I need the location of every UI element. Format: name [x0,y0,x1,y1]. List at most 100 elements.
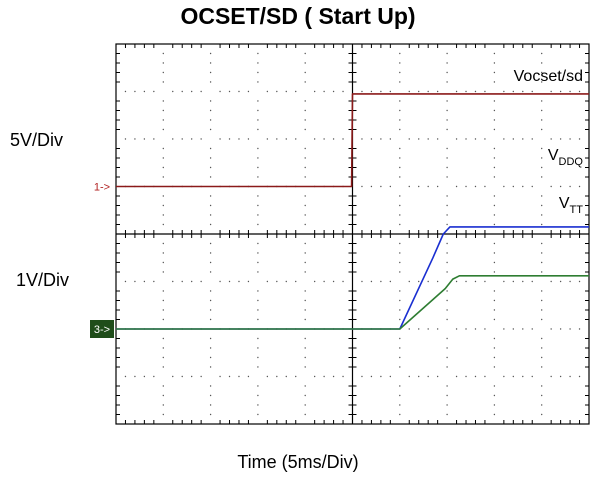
grid-dot [512,280,515,283]
grid-dot [247,138,250,140]
grid-dot [408,375,410,378]
grid-dot [493,157,496,159]
grid-dot [134,280,136,283]
grid-dot [484,90,486,93]
trace-labels: Vocset/sd VDDQ VTT [514,68,584,216]
grid-dot [304,109,306,112]
grid-dot [162,157,164,159]
grid-dot [257,223,259,226]
grid-dot [446,271,448,273]
grid-dot [162,71,164,74]
grid-dot [219,90,221,93]
grid-dot [162,404,164,406]
grid-dot [399,309,401,311]
grid-dot [578,375,581,378]
grid-dot [522,138,524,140]
grid-dot [399,252,401,254]
grid-dot [257,157,259,159]
grid-dot [503,375,505,378]
grid-dot [541,81,543,83]
grid-dot [493,261,496,264]
grid-dot [446,147,448,150]
grid-dot [134,375,136,378]
grid-dot [304,242,306,245]
grid-dot [541,195,543,197]
grid-dot [493,109,496,112]
grid-dot [512,328,515,330]
grid-dot [257,242,259,245]
grid-dot [399,214,401,216]
grid-dot [162,385,164,387]
grid-dot [446,385,448,387]
grid-dot [493,385,496,387]
grid-dot [389,90,392,93]
grid-dot [484,328,486,330]
grid-dot [209,261,212,264]
grid-dot [313,280,316,283]
grid-dot [446,413,448,416]
grid-dot [418,375,420,378]
grid-dot [257,128,259,131]
grid-dot [209,366,212,368]
grid-dot [541,157,543,159]
grid-dot [446,71,448,74]
grid-dot [162,62,164,64]
grid-dot [304,385,306,387]
grid-dot [209,204,212,207]
grid-dot [209,52,212,55]
grid-dot [512,375,515,378]
grid-dot [541,385,543,387]
grid-dot [541,271,543,273]
grid-dot [389,185,392,188]
grid-dot [455,328,458,330]
grid-dot [162,261,164,264]
grid-dot [541,109,543,112]
grid-dot [408,138,410,140]
grid-dot [455,185,458,188]
grid-dot [399,109,401,112]
grid-dot [493,318,496,321]
grid-dot [257,347,259,349]
grid-dot [578,90,581,93]
grid-dot [200,280,202,283]
grid-dot [257,290,259,292]
grid-dot [541,242,543,245]
grid-dot [162,337,164,340]
grid-dot [257,71,259,74]
grid-dot [399,366,401,368]
grid-dot [162,128,164,131]
grid-dot [143,138,146,140]
grid-dot [550,185,552,188]
grid-dot [134,90,136,93]
grid-dot [474,185,477,188]
grid-dot [569,185,571,188]
grid-dot [446,252,448,254]
grid-dot [541,347,543,349]
grid-dot [399,147,401,150]
grid-dot [399,176,401,178]
grid-dot [209,271,212,273]
grid-dot [247,375,250,378]
grid-dot [531,138,533,140]
grid-dot [408,185,410,188]
grid-dot [465,138,467,140]
grid-dot [313,90,316,93]
grid-dot [399,261,401,264]
grid-dot [304,81,306,83]
grid-dot [446,356,448,359]
grid-dot [446,166,448,169]
grid-dot [162,394,164,397]
grid-dot [162,52,164,55]
grid-dot [209,119,212,121]
grid-dot [427,185,429,188]
grid-dot [522,328,524,330]
grid-dot [418,185,420,188]
grid-dot [295,138,297,140]
grid-dot [531,328,533,330]
grid-dot [257,147,259,150]
grid-dot [399,404,401,406]
grid-dot [465,280,467,283]
grid-dot [569,375,571,378]
grid-dot [162,81,164,83]
grid-dot [190,280,193,283]
